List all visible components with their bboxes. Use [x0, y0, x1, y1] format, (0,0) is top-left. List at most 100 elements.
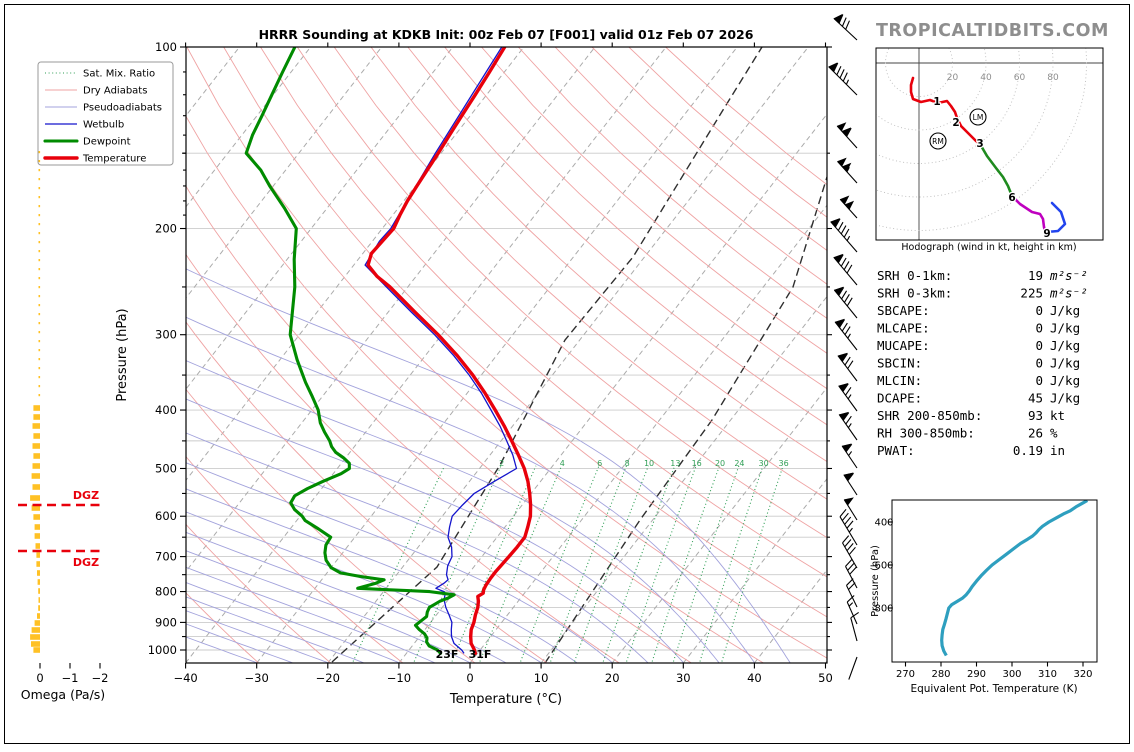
mixing-ratio-label: 4 — [560, 459, 565, 468]
mixing-ratio-line — [551, 466, 627, 662]
omega-dash — [39, 178, 41, 180]
stat-value: 93 — [1028, 408, 1043, 423]
pseudoadiabat — [132, 511, 506, 663]
wind-barb — [838, 156, 864, 183]
omega-bar — [36, 543, 41, 549]
omega-bar — [38, 605, 40, 611]
stat-label: SBCIN: — [877, 356, 922, 371]
stat-unit: J/kg — [1050, 391, 1080, 406]
omega-dash — [39, 358, 41, 360]
wind-barb — [842, 441, 864, 468]
stat-value: 45 — [1028, 391, 1043, 406]
omega-bar — [32, 473, 40, 479]
storm-motion-label: LM — [973, 113, 984, 122]
theta-e-x-label: Equivalent Pot. Temperature (K) — [910, 683, 1077, 695]
mixing-ratio-line — [353, 466, 445, 662]
stat-unit: % — [1050, 426, 1058, 441]
mixing-ratio-label: 20 — [715, 459, 725, 468]
wind-barb — [835, 316, 864, 350]
mixing-ratio-line — [674, 466, 739, 662]
wind-barb — [834, 284, 864, 318]
pseudoadiabat — [121, 462, 577, 663]
dewpoint-curve — [246, 47, 454, 653]
omega-bar — [36, 561, 40, 567]
wind-barb — [838, 509, 864, 545]
stat-value: 0 — [1035, 338, 1043, 353]
omega-bar — [31, 641, 40, 647]
y-tick-label: 500 — [155, 461, 177, 475]
stat-label: SRH 0-1km: — [877, 268, 952, 283]
theta-e-x-tick-label: 290 — [967, 669, 986, 680]
stat-unit: J/kg — [1050, 373, 1080, 388]
omega-dash — [39, 151, 41, 153]
hodograph-caption: Hodograph (wind in kt, height in km) — [901, 242, 1076, 253]
hodograph-height-label: 1 — [933, 96, 940, 108]
omega-bar — [39, 597, 41, 603]
omega-bar — [33, 463, 41, 469]
stat-unit: kt — [1050, 408, 1065, 423]
omega-bar — [33, 453, 40, 459]
y-tick-label: 800 — [155, 585, 177, 599]
wind-barb — [831, 216, 864, 252]
y-tick-label: 1000 — [148, 643, 177, 657]
omega-bar — [33, 423, 41, 429]
legend-label: Temperature — [82, 154, 146, 165]
theta-e-y-tick-label: 400 — [874, 518, 893, 529]
stat-label: MLCIN: — [877, 373, 922, 388]
dry-adiabat — [371, 47, 897, 505]
omega-dash — [39, 394, 41, 396]
omega-axis-label: Omega (Pa/s) — [21, 687, 105, 702]
wind-barb — [837, 120, 863, 148]
wind-barb — [834, 12, 863, 40]
wind-barb — [849, 657, 857, 680]
omega-dash — [39, 286, 41, 288]
omega-bar — [33, 433, 40, 439]
theta-e-plot-area — [942, 501, 1088, 656]
legend-label: Wetbulb — [83, 120, 124, 131]
stat-value: 0 — [1035, 373, 1043, 388]
omega-panel: 0−1−2 — [18, 151, 108, 685]
theta-e-curve — [942, 501, 1088, 656]
legend-label: Sat. Mix. Ratio — [83, 69, 155, 80]
stat-value: 225 — [1020, 286, 1043, 301]
y-axis-label: Pressure (hPa) — [115, 308, 130, 401]
hodograph-trace-segment — [1012, 196, 1045, 231]
x-tick-label: 0 — [466, 671, 473, 685]
mixing-ratio-label: 16 — [692, 459, 702, 468]
x-axis-label: Temperature (°C) — [449, 692, 562, 707]
y-tick-label: 400 — [155, 403, 177, 417]
x-tick-label: 20 — [605, 671, 620, 685]
hodograph-height-label: 6 — [1008, 192, 1015, 204]
surface-temperature-label: 31F — [469, 648, 492, 661]
wind-barb — [838, 350, 864, 381]
omega-bar — [38, 588, 40, 594]
hodograph-height-label: 2 — [952, 117, 959, 129]
wind-barb — [846, 595, 865, 624]
x-tick-label: 30 — [676, 671, 691, 685]
wind-barb — [839, 409, 864, 440]
hodograph-ring-label: 80 — [1047, 73, 1059, 83]
mixing-ratio-line — [652, 466, 719, 662]
wind-barb — [844, 495, 864, 520]
pseudoadiabat — [132, 410, 648, 663]
omega-tick-label: −2 — [92, 671, 109, 685]
omega-dash — [39, 340, 41, 342]
skewt-axes-frame — [186, 47, 827, 663]
mixing-ratio-label: 13 — [670, 459, 680, 468]
mixing-ratio-line — [414, 466, 501, 662]
wind-barb — [834, 252, 864, 285]
stat-label: SRH 0-3km: — [877, 286, 952, 301]
omega-bar — [30, 634, 40, 640]
omega-bar — [38, 579, 40, 585]
theta-e-x-tick-label: 270 — [896, 669, 915, 680]
omega-dash — [39, 214, 41, 216]
omega-bar — [37, 613, 40, 619]
dry-adiabat — [445, 47, 885, 426]
x-tick-label: −30 — [245, 671, 269, 685]
y-tick-label: 300 — [155, 328, 177, 342]
wind-barb — [844, 470, 865, 495]
stat-label: MLCAPE: — [877, 321, 930, 336]
